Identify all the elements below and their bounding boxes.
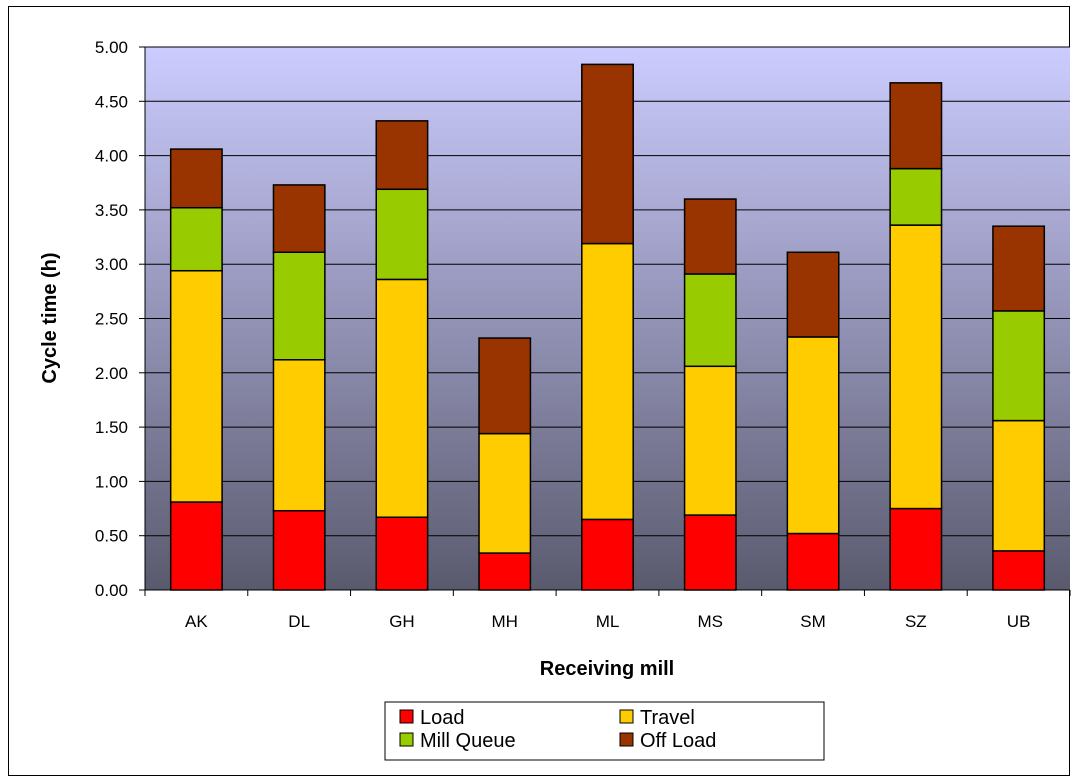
y-axis-title: Cycle time (h) xyxy=(39,252,61,383)
y-tick-label: 1.50 xyxy=(95,418,128,437)
bar-ak-travel xyxy=(169,269,223,503)
x-tick-label: DL xyxy=(288,612,310,631)
bar-mh-load xyxy=(478,552,532,591)
x-tick-label: ML xyxy=(596,612,620,631)
y-tick-label: 5.00 xyxy=(95,38,128,57)
bar-ub-off-load xyxy=(992,225,1046,312)
bar-ms-mill-queue xyxy=(683,273,737,368)
bar-ub-mill-queue xyxy=(992,310,1046,422)
bar-dl-mill-queue xyxy=(272,251,326,361)
bar-ml-travel xyxy=(581,242,634,521)
y-tick-label: 3.50 xyxy=(95,201,128,220)
legend-label-off-load: Off Load xyxy=(640,730,716,752)
x-tick-label: MS xyxy=(698,612,724,631)
bar-ms-travel xyxy=(683,365,737,516)
bar-dl-load xyxy=(272,509,326,591)
x-tick-label: SM xyxy=(800,612,826,631)
bar-sm-travel xyxy=(786,336,840,535)
legend-box xyxy=(384,701,825,761)
x-tick-labels: AK DL GH MH ML MS SM SZ UB xyxy=(185,612,1030,631)
x-axis-title: Receiving mill xyxy=(540,658,675,680)
y-tick-label: 2.00 xyxy=(95,364,128,383)
bar-gh-travel xyxy=(375,278,429,518)
bar-sz-travel xyxy=(889,224,943,510)
bar-ak-mill-queue xyxy=(169,206,223,272)
legend: Load Travel Mill Queue Off Load xyxy=(384,701,825,761)
x-tick-label: MH xyxy=(491,612,517,631)
bar-ub-load xyxy=(992,550,1046,591)
y-tick-labels: 0.00 0.50 1.00 1.50 2.00 2.50 3.00 3.50 4.00 4.50… xyxy=(95,38,128,600)
bar-dl-off-load xyxy=(272,184,326,254)
bar-sz-mill-queue xyxy=(889,167,943,226)
y-tick-label: 4.00 xyxy=(95,147,128,166)
y-tick-label: 2.50 xyxy=(95,310,128,329)
bar-ms-off-load xyxy=(683,198,737,275)
bar-gh-off-load xyxy=(375,120,429,191)
bar-ml-off-load xyxy=(581,63,634,245)
bar-sm-load xyxy=(786,532,840,591)
bars xyxy=(169,63,1046,591)
bar-mh-travel xyxy=(478,432,532,554)
legend-label-mill-queue: Mill Queue xyxy=(420,730,516,752)
legend-label-load: Load xyxy=(420,707,465,729)
legend-swatch-mill-queue xyxy=(399,732,414,747)
bar-ms-load xyxy=(683,514,737,591)
legend-label-travel: Travel xyxy=(640,707,695,729)
bar-ak-load xyxy=(169,501,223,591)
bar-ak-off-load xyxy=(169,148,223,209)
bar-sz-load xyxy=(889,507,943,591)
x-tick-label: AK xyxy=(185,612,208,631)
x-tick-label: UB xyxy=(1007,612,1031,631)
x-tick-label: SZ xyxy=(905,612,927,631)
bar-mh-off-load xyxy=(478,337,532,435)
bar-sz-off-load xyxy=(889,82,943,170)
y-tick-label: 1.00 xyxy=(95,472,128,491)
bar-sm-off-load xyxy=(786,251,840,338)
bar-ub-travel xyxy=(992,419,1046,552)
bar-gh-mill-queue xyxy=(375,188,429,281)
bar-gh-load xyxy=(375,516,429,591)
y-tick-label: 0.00 xyxy=(95,581,128,600)
legend-swatch-load xyxy=(399,709,414,724)
bar-dl-travel xyxy=(272,359,326,512)
y-tick-label: 4.50 xyxy=(95,92,128,111)
legend-swatch-travel xyxy=(619,709,634,724)
bar-ml-load xyxy=(581,518,634,591)
legend-swatch-off-load xyxy=(619,732,634,747)
y-tick-label: 3.00 xyxy=(95,255,128,274)
x-tick-label: GH xyxy=(389,612,415,631)
axes xyxy=(139,46,1071,596)
y-tick-label: 0.50 xyxy=(95,527,128,546)
